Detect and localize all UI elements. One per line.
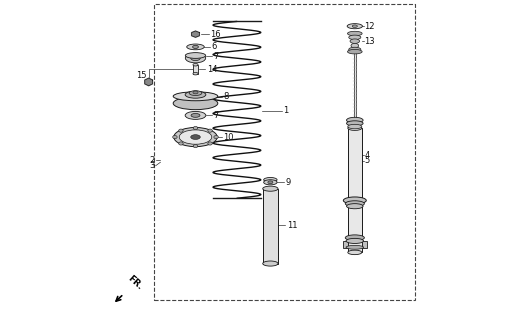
Ellipse shape bbox=[193, 91, 198, 94]
Ellipse shape bbox=[193, 126, 197, 130]
Text: 12: 12 bbox=[364, 22, 375, 31]
Bar bbox=[154, 4, 416, 300]
Ellipse shape bbox=[347, 50, 362, 54]
Ellipse shape bbox=[214, 135, 218, 139]
Ellipse shape bbox=[185, 91, 206, 98]
Ellipse shape bbox=[185, 53, 206, 63]
Bar bbox=[193, 65, 198, 74]
Text: 8: 8 bbox=[224, 92, 229, 101]
Ellipse shape bbox=[193, 72, 198, 75]
Ellipse shape bbox=[173, 135, 177, 139]
Ellipse shape bbox=[348, 250, 362, 255]
Ellipse shape bbox=[348, 126, 362, 130]
Text: 7: 7 bbox=[213, 111, 219, 120]
Ellipse shape bbox=[263, 180, 277, 185]
Ellipse shape bbox=[187, 44, 204, 50]
Text: 1: 1 bbox=[283, 106, 288, 115]
Ellipse shape bbox=[346, 245, 364, 249]
Text: FR.: FR. bbox=[126, 274, 144, 292]
Ellipse shape bbox=[178, 142, 183, 145]
Bar bbox=[354, 52, 356, 122]
Polygon shape bbox=[145, 78, 153, 86]
Ellipse shape bbox=[345, 235, 364, 241]
Ellipse shape bbox=[263, 178, 277, 182]
Text: 11: 11 bbox=[287, 221, 297, 230]
Polygon shape bbox=[192, 31, 200, 37]
Text: 5: 5 bbox=[364, 156, 370, 165]
Text: 13: 13 bbox=[364, 37, 375, 46]
Ellipse shape bbox=[345, 201, 364, 206]
Ellipse shape bbox=[193, 145, 197, 148]
Ellipse shape bbox=[179, 130, 212, 144]
Text: 4: 4 bbox=[364, 151, 370, 160]
Ellipse shape bbox=[191, 55, 200, 60]
Ellipse shape bbox=[350, 39, 360, 44]
Ellipse shape bbox=[346, 204, 363, 209]
Ellipse shape bbox=[173, 92, 218, 101]
Ellipse shape bbox=[191, 135, 200, 140]
Ellipse shape bbox=[263, 186, 278, 191]
Ellipse shape bbox=[189, 91, 202, 95]
Ellipse shape bbox=[178, 129, 183, 132]
Ellipse shape bbox=[343, 197, 366, 204]
Text: 14: 14 bbox=[207, 65, 218, 74]
Text: 9: 9 bbox=[286, 178, 291, 187]
Ellipse shape bbox=[174, 127, 217, 147]
Ellipse shape bbox=[193, 45, 199, 49]
Polygon shape bbox=[362, 241, 367, 248]
Bar bbox=[348, 128, 362, 252]
Ellipse shape bbox=[347, 24, 362, 29]
Ellipse shape bbox=[173, 97, 218, 110]
Ellipse shape bbox=[349, 35, 361, 40]
Ellipse shape bbox=[191, 114, 200, 117]
Polygon shape bbox=[263, 189, 278, 264]
Ellipse shape bbox=[263, 261, 278, 266]
Ellipse shape bbox=[348, 124, 362, 129]
Ellipse shape bbox=[193, 63, 198, 66]
Text: 3: 3 bbox=[149, 161, 155, 170]
Polygon shape bbox=[343, 241, 348, 248]
Ellipse shape bbox=[346, 117, 363, 123]
Ellipse shape bbox=[185, 111, 206, 119]
Ellipse shape bbox=[268, 181, 273, 184]
Text: 2: 2 bbox=[149, 156, 155, 164]
Ellipse shape bbox=[346, 238, 364, 244]
Text: 10: 10 bbox=[223, 132, 234, 141]
Text: 6: 6 bbox=[212, 42, 217, 52]
Ellipse shape bbox=[208, 142, 212, 145]
Ellipse shape bbox=[351, 44, 359, 48]
Ellipse shape bbox=[346, 121, 363, 126]
Ellipse shape bbox=[185, 52, 206, 58]
Text: 7: 7 bbox=[213, 52, 219, 61]
Text: 16: 16 bbox=[211, 30, 221, 39]
Ellipse shape bbox=[349, 47, 361, 52]
Text: 15: 15 bbox=[136, 71, 147, 80]
Ellipse shape bbox=[347, 31, 362, 36]
Ellipse shape bbox=[352, 25, 357, 28]
Ellipse shape bbox=[208, 129, 212, 132]
